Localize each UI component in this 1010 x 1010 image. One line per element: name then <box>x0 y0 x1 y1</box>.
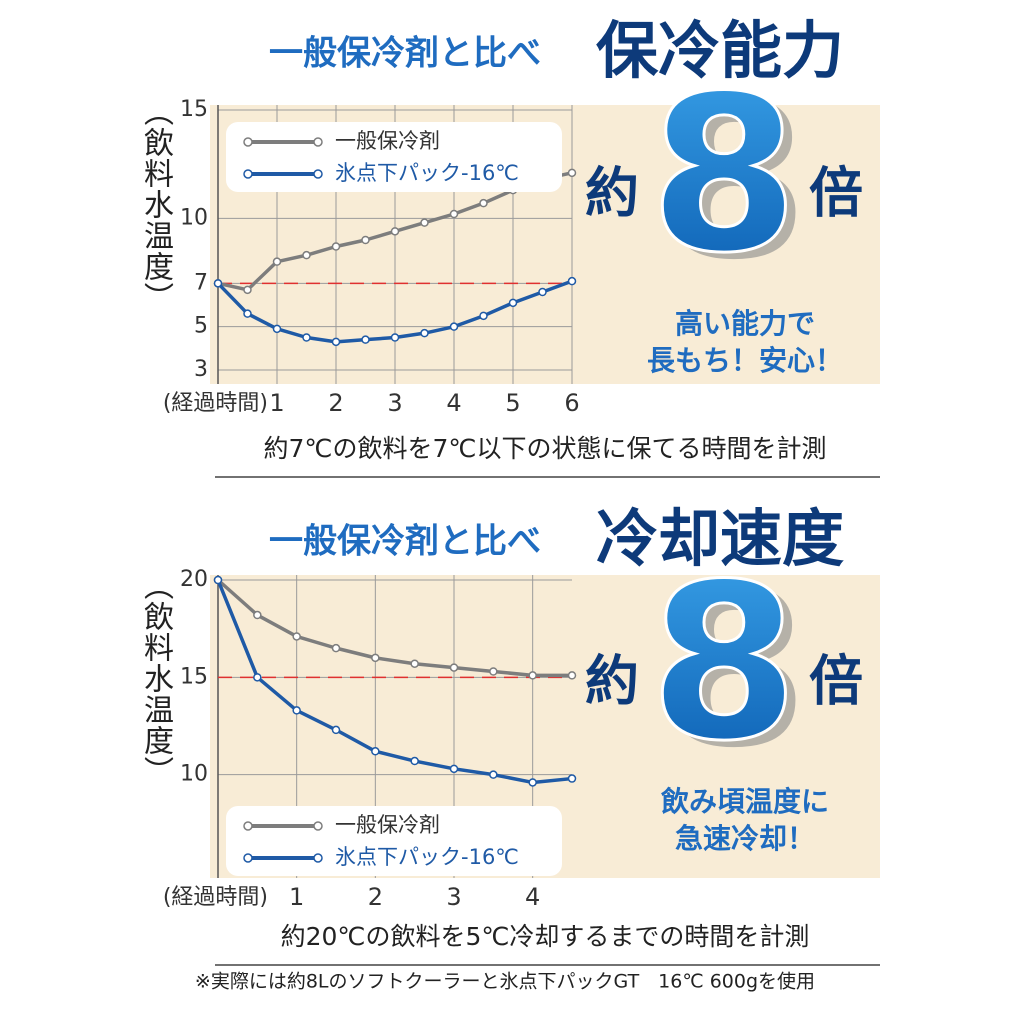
message: 高い能力で <box>675 307 815 340</box>
point <box>420 328 429 338</box>
x-tick-label: 1 <box>289 883 304 911</box>
x-tick-label: 2 <box>368 883 383 911</box>
point <box>253 673 262 682</box>
point <box>479 198 488 208</box>
chart-subtitle: 保冷能力 <box>596 14 844 87</box>
point <box>302 250 311 260</box>
legend-marker <box>243 169 253 179</box>
x-tick-label: 1 <box>269 389 284 417</box>
y-axis-label: （飲料水温度） <box>138 96 173 313</box>
point <box>567 671 577 680</box>
badge-prefix: 約 <box>585 162 639 225</box>
point <box>449 322 459 331</box>
legend-label: 氷点下パック-16℃ <box>335 161 519 185</box>
y-tick-label: 7 <box>194 270 208 295</box>
series-line <box>216 579 573 785</box>
badge-value: 8 <box>649 49 799 300</box>
x-tick-label: 4 <box>446 389 461 417</box>
legend-label: 氷点下パック-16℃ <box>335 845 519 869</box>
badge-suffix: 倍 <box>809 650 863 713</box>
point <box>361 235 370 245</box>
point <box>567 774 577 783</box>
point <box>331 337 341 347</box>
message: 急速冷却！ <box>675 822 815 855</box>
footnote: ※実際には約8Lのソフトクーラーと氷点下パックGT 16℃ 600gを使用 <box>195 971 815 993</box>
legend-label: 一般保冷剤 <box>335 813 440 837</box>
point <box>272 257 282 266</box>
x-tick-label: 6 <box>564 389 579 417</box>
point <box>567 276 577 286</box>
point <box>479 311 488 321</box>
legend-marker <box>313 169 323 179</box>
y-axis-label: （飲料水温度） <box>138 570 173 787</box>
point <box>528 671 537 680</box>
y-tick-label: 10 <box>180 205 208 230</box>
x-axis-label: (経過時間) <box>163 391 268 416</box>
series-line <box>216 578 572 678</box>
badge-value-shadow: 8 <box>659 56 809 307</box>
point <box>292 632 301 641</box>
point <box>489 667 498 676</box>
point <box>292 706 301 715</box>
point <box>449 764 459 774</box>
caption: 約20℃の飲料を5℃冷却するまでの時間を計測 <box>281 922 810 951</box>
point <box>390 227 400 236</box>
point <box>243 309 252 318</box>
point <box>272 324 282 334</box>
point <box>361 335 370 344</box>
point <box>567 168 577 178</box>
point <box>508 298 518 308</box>
chart-subtitle: 冷却速度 <box>596 502 844 575</box>
y-tick-label: 15 <box>180 97 208 122</box>
point <box>449 663 459 672</box>
point <box>410 756 419 766</box>
y-tick-label: 15 <box>180 664 208 689</box>
x-tick-label: 3 <box>387 389 402 417</box>
x-tick-label: 3 <box>446 883 461 911</box>
point <box>371 747 380 756</box>
badge-suffix: 倍 <box>809 162 863 225</box>
legend-label: 一般保冷剤 <box>335 129 440 153</box>
point <box>420 218 429 227</box>
y-tick-label: 10 <box>180 762 208 787</box>
legend-marker <box>313 137 323 147</box>
point <box>390 333 400 342</box>
badge-prefix: 約 <box>585 650 639 713</box>
legend-marker <box>313 821 323 831</box>
point <box>489 770 498 779</box>
badge-value: 8 <box>649 537 799 788</box>
point <box>213 575 223 585</box>
point <box>253 610 262 620</box>
badge-value-shadow: 8 <box>659 544 809 795</box>
chart-title: 一般保冷剤と比べ <box>269 34 541 74</box>
x-tick-label: 2 <box>328 389 343 417</box>
legend-marker <box>243 821 253 831</box>
point <box>331 242 341 251</box>
x-tick-label: 4 <box>525 883 540 911</box>
point <box>302 333 311 342</box>
point <box>371 653 380 663</box>
legend-marker <box>243 137 253 147</box>
point <box>538 287 547 297</box>
point <box>449 209 459 219</box>
y-tick-label: 20 <box>180 567 208 592</box>
y-tick-label: 3 <box>194 357 208 382</box>
chart-title: 一般保冷剤と比べ <box>269 522 541 562</box>
point <box>331 725 341 735</box>
x-axis-label: (経過時間) <box>163 885 268 910</box>
point <box>331 643 341 653</box>
point <box>528 778 537 787</box>
y-tick-label: 5 <box>194 314 208 339</box>
point <box>410 659 419 668</box>
legend-marker <box>313 853 323 863</box>
point <box>243 285 252 295</box>
caption: 約7℃の飲料を7℃以下の状態に保てる時間を計測 <box>264 434 827 463</box>
x-tick-label: 5 <box>505 389 520 417</box>
legend-marker <box>243 853 253 863</box>
message: 飲み頃温度に <box>661 785 829 818</box>
message: 長もち！安心！ <box>647 344 843 377</box>
point <box>213 279 223 288</box>
